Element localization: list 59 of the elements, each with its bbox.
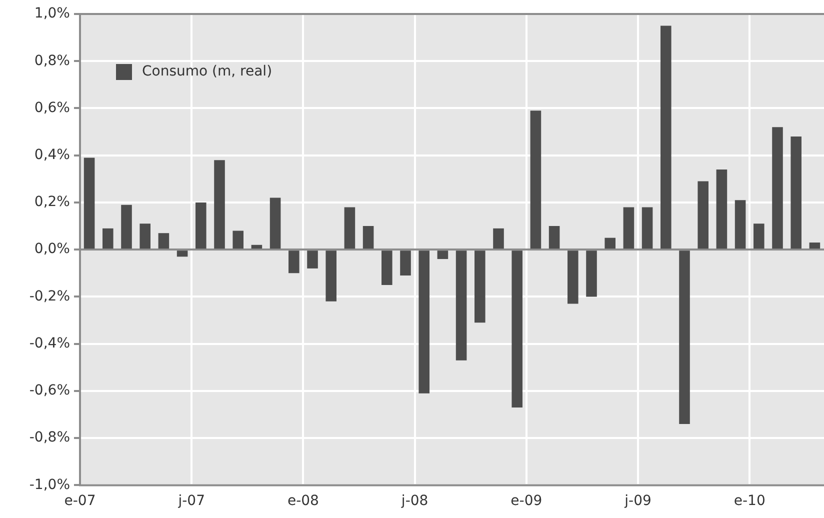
bar — [456, 250, 467, 360]
bar — [568, 250, 578, 304]
bar — [158, 233, 170, 249]
bar — [214, 160, 225, 249]
x-tick-label: e-09 — [510, 493, 542, 510]
x-tick-label: e-08 — [287, 493, 319, 510]
bar — [307, 250, 318, 268]
x-tick-label: j-08 — [400, 493, 428, 510]
y-tick-label: 0,2% — [34, 194, 70, 210]
bar — [176, 250, 188, 257]
y-tick-label: 0,6% — [34, 100, 70, 116]
bar — [344, 207, 356, 249]
x-tick-label: j-09 — [624, 493, 652, 510]
bar — [734, 200, 746, 249]
legend-label: Consumo (m, real) — [142, 64, 272, 80]
bar — [121, 204, 132, 249]
bar — [809, 242, 820, 249]
bar — [660, 26, 672, 249]
bar — [84, 158, 95, 249]
bar — [400, 250, 411, 276]
bar — [140, 224, 150, 249]
bar — [288, 250, 300, 274]
x-tick-label: e-07 — [64, 493, 96, 510]
y-tick-label: 0,8% — [34, 52, 70, 69]
bar — [698, 181, 708, 249]
bar — [716, 169, 728, 249]
bar — [512, 250, 522, 408]
bar — [623, 207, 634, 249]
bar — [362, 226, 374, 249]
bar — [642, 207, 653, 249]
bar — [772, 127, 783, 249]
y-tick-label: -0,8% — [29, 430, 70, 446]
bar — [251, 244, 262, 249]
bar — [270, 198, 281, 249]
bar — [586, 250, 597, 297]
bar — [382, 250, 392, 285]
bar — [232, 230, 244, 249]
bar — [604, 238, 616, 249]
x-tick-label: j-07 — [177, 493, 205, 510]
bar — [493, 228, 504, 249]
bar — [418, 250, 430, 394]
y-tick-label: -0,6% — [29, 382, 70, 399]
y-tick-label: 0,4% — [34, 147, 70, 163]
bar — [196, 202, 206, 249]
bar — [679, 250, 690, 424]
y-tick-label: -0,2% — [29, 288, 70, 304]
y-tick-label: 1,0% — [34, 6, 70, 22]
bar — [102, 228, 114, 249]
bar — [474, 250, 486, 323]
bar — [437, 250, 448, 260]
y-tick-label: -0,4% — [29, 335, 70, 352]
bar — [754, 224, 764, 249]
bar — [548, 226, 560, 249]
bar — [326, 250, 336, 302]
y-tick-label: -1,0% — [29, 476, 70, 493]
bar — [530, 110, 542, 249]
bar — [790, 136, 802, 249]
x-tick-label: e-10 — [734, 493, 766, 510]
y-tick-label: 0,0% — [34, 241, 70, 258]
